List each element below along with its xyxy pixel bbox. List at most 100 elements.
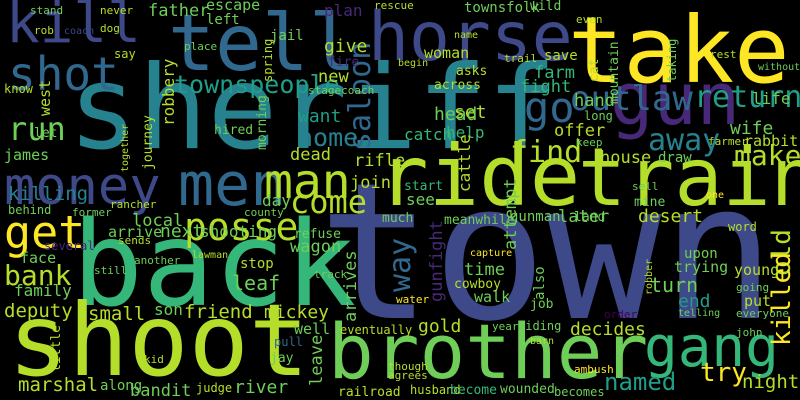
word: though	[388, 360, 428, 373]
word: asks	[456, 64, 487, 79]
word: dead	[290, 145, 331, 165]
word: meanwhile	[444, 213, 515, 228]
word: later	[558, 207, 609, 227]
word: small	[88, 303, 145, 325]
word: start	[404, 179, 443, 194]
word: riding	[518, 319, 561, 333]
word: dog	[100, 22, 120, 35]
word: escape	[206, 0, 260, 14]
word: set	[454, 102, 487, 123]
word: trying	[674, 258, 728, 276]
word: gunfight	[427, 220, 447, 302]
word: desert	[638, 206, 703, 227]
word: give	[324, 36, 367, 57]
word: family	[14, 281, 72, 300]
word: rifle	[354, 151, 405, 171]
word: house	[600, 148, 651, 168]
word: bank	[4, 259, 72, 292]
word: ambush	[574, 363, 614, 376]
word: telling	[678, 308, 720, 319]
word: rabbit	[744, 132, 798, 150]
word: farmer	[708, 135, 748, 148]
word: offer	[554, 121, 605, 141]
word: across	[434, 78, 481, 93]
word: job	[530, 297, 554, 312]
word: sell	[632, 180, 659, 193]
word: catch	[404, 125, 452, 144]
word: gang	[644, 315, 779, 380]
word: agrees	[388, 369, 428, 382]
word: west	[36, 80, 54, 116]
word: husband	[410, 383, 461, 397]
word: townsfolk	[464, 0, 540, 16]
word: coach	[64, 26, 94, 37]
word: money	[4, 157, 161, 217]
word: young	[734, 261, 779, 279]
word: help	[446, 123, 485, 142]
word: day	[262, 191, 291, 210]
word: time	[464, 260, 505, 280]
word: keep	[576, 136, 603, 149]
word: another	[134, 254, 181, 267]
word: brother	[328, 307, 648, 396]
word: mine	[634, 195, 665, 210]
word: woman	[424, 44, 469, 62]
word: killed	[767, 252, 797, 346]
word: cat	[587, 59, 602, 82]
word: year	[492, 320, 519, 333]
word: stop	[240, 256, 274, 272]
word: several	[44, 239, 95, 253]
word: without	[758, 62, 800, 73]
word: barn	[530, 336, 554, 347]
word: rob	[34, 24, 54, 37]
word: tell	[168, 0, 356, 89]
word: marshal	[18, 374, 98, 396]
word: walk	[474, 288, 510, 306]
word: find	[510, 135, 582, 170]
word: well	[294, 320, 330, 338]
word: decides	[570, 319, 646, 340]
word: face	[20, 249, 56, 267]
word: james	[4, 146, 49, 164]
word: run	[8, 110, 66, 148]
word: killing	[8, 183, 88, 205]
word: sheriff	[68, 41, 557, 176]
word: son	[154, 300, 183, 319]
word: together	[120, 124, 131, 172]
word: arrive	[108, 223, 162, 241]
word: let	[34, 126, 57, 141]
word: friend	[184, 301, 253, 323]
word: outlaw	[570, 79, 693, 119]
word: rancher	[110, 198, 157, 211]
word: land	[574, 210, 605, 225]
word: way	[383, 238, 418, 292]
word: place	[184, 40, 217, 53]
word: posse	[184, 205, 298, 249]
word: john	[736, 326, 763, 339]
word: wife	[730, 118, 773, 139]
word: sends	[118, 234, 151, 247]
word: go	[524, 83, 575, 132]
word: become	[450, 383, 497, 398]
word: shooting	[200, 222, 277, 241]
word: local	[132, 211, 183, 231]
word: mountain	[607, 41, 622, 104]
word: robber	[644, 259, 655, 295]
word: save	[544, 48, 578, 64]
word: shoot	[8, 282, 309, 399]
word: still	[94, 264, 127, 277]
word: track	[314, 268, 347, 281]
word: lawman	[192, 250, 228, 261]
word: men	[178, 150, 286, 220]
word: cattle	[455, 134, 474, 192]
word: former	[72, 206, 112, 219]
word: jay	[270, 351, 294, 366]
word: mickey	[264, 302, 329, 323]
word: see	[406, 190, 435, 209]
word: going	[736, 281, 769, 294]
word: journey	[141, 115, 156, 170]
word: begin	[398, 58, 428, 69]
word: wounded	[500, 382, 555, 397]
word: even	[576, 13, 603, 26]
